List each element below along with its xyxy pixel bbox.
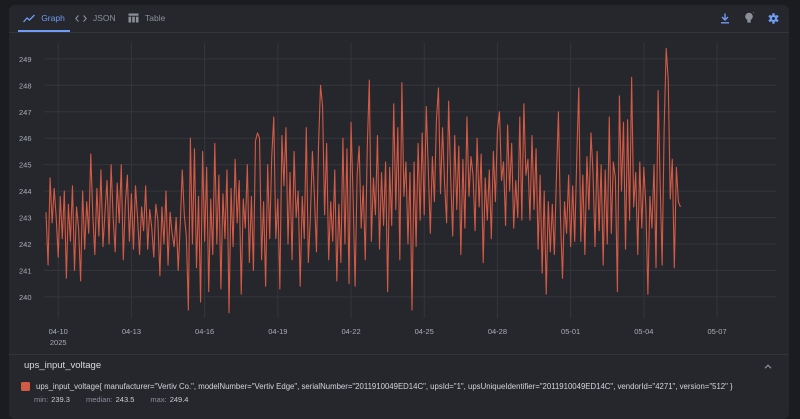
x-tick-label: 04-16 (195, 327, 214, 336)
y-tick-label: 244 (19, 187, 32, 196)
stat-min-value: 239.3 (51, 395, 70, 404)
series-stats: min: 239.3 median: 243.5 max: 249.4 (34, 395, 204, 404)
stat-median-value: 243.5 (115, 395, 135, 404)
series-title: ups_input_voltage (24, 360, 102, 371)
tab-graph[interactable]: Graph (18, 5, 70, 32)
stat-min: min: 239.3 (34, 395, 70, 404)
x-tick-label: 04-19 (268, 327, 287, 336)
hint-button[interactable] (743, 12, 755, 24)
download-icon (721, 13, 729, 24)
y-tick-label: 247 (19, 108, 32, 117)
tab-bar: Graph JSON Table (9, 5, 789, 33)
x-tick-label: 05-01 (561, 327, 580, 336)
code-icon (75, 14, 87, 22)
tab-json[interactable]: JSON (75, 5, 116, 31)
x-tick-year: 2025 (50, 338, 67, 347)
settings-button[interactable] (767, 12, 779, 24)
collapse-button[interactable] (761, 359, 775, 373)
tab-table[interactable]: Table (128, 5, 165, 31)
gear-icon (767, 12, 779, 24)
legend-item[interactable]: ups_input_voltage{ manufacturer="Vertiv … (21, 379, 733, 393)
tab-json-label: JSON (93, 13, 116, 23)
stat-min-key: min: (34, 395, 49, 404)
stat-median: median: 243.5 (86, 395, 134, 404)
x-tick-label: 05-04 (634, 327, 653, 336)
stat-max: max: 249.4 (150, 395, 188, 404)
line-chart-icon (23, 14, 36, 22)
y-tick-label: 248 (19, 81, 32, 90)
y-tick-label: 243 (19, 214, 32, 223)
stat-median-key: median: (85, 395, 113, 404)
tab-graph-label: Graph (41, 13, 65, 23)
x-tick-label: 04-28 (488, 327, 507, 336)
lightbulb-icon (745, 12, 754, 23)
series-line[interactable] (45, 47, 681, 314)
download-button[interactable] (719, 12, 731, 24)
y-tick-label: 246 (19, 134, 32, 143)
tab-table-label: Table (145, 13, 166, 23)
chevron-up-icon (764, 363, 772, 369)
series-header: ups_input_voltage (9, 354, 789, 377)
y-tick-label: 245 (19, 161, 32, 170)
table-icon (128, 13, 139, 23)
stat-max-key: max: (150, 395, 167, 404)
y-tick-label: 241 (19, 266, 32, 275)
legend-color-swatch (21, 381, 30, 391)
x-tick-label: 04-22 (341, 327, 360, 336)
legend-label: ups_input_voltage{ manufacturer="Vertiv … (36, 381, 733, 391)
graph-panel: Graph JSON Table (9, 5, 789, 419)
stat-max-value: 249.4 (169, 395, 189, 404)
x-tick-label: 04-13 (122, 327, 141, 336)
y-tick-label: 249 (19, 55, 32, 64)
y-tick-label: 240 (19, 293, 32, 302)
x-tick-label: 04-10 (49, 327, 68, 336)
y-tick-label: 242 (19, 240, 32, 249)
x-tick-label: 04-25 (415, 327, 434, 336)
line-chart[interactable]: 240 241 242 243 244 245 246 247 248 249 04-10 2025… (9, 33, 789, 351)
x-tick-label: 05-07 (707, 327, 726, 336)
